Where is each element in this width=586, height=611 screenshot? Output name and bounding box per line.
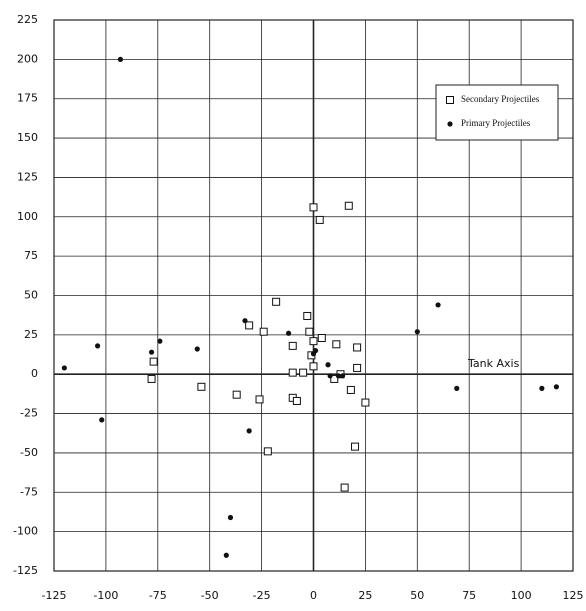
point <box>117 56 124 62</box>
point <box>539 385 545 391</box>
point <box>346 385 355 394</box>
point <box>309 337 318 346</box>
point <box>309 362 318 371</box>
point <box>194 346 200 352</box>
point <box>344 201 353 210</box>
point <box>246 428 252 434</box>
point <box>361 398 370 407</box>
point <box>325 362 331 368</box>
y-tick-label: -75 <box>20 485 38 498</box>
point <box>259 327 268 336</box>
point <box>272 297 281 306</box>
point <box>414 329 420 335</box>
x-tick-label: 25 <box>358 589 372 602</box>
point <box>157 338 163 344</box>
point <box>309 203 318 212</box>
point <box>335 373 342 379</box>
point <box>223 552 229 558</box>
y-tick-label: -25 <box>20 407 38 420</box>
legend-marker <box>447 121 453 127</box>
point <box>292 396 301 405</box>
point <box>232 390 241 399</box>
point <box>353 343 362 352</box>
point <box>353 363 362 372</box>
point <box>227 514 234 521</box>
x-tick-label: 50 <box>410 589 424 602</box>
point <box>454 385 460 391</box>
point <box>288 368 297 377</box>
point <box>330 374 339 383</box>
legend-label: Secondary Projectiles <box>461 94 540 104</box>
x-tick-label: -50 <box>201 589 219 602</box>
point <box>317 334 326 343</box>
legend-label: Primary Projectiles <box>461 118 531 128</box>
legend-box <box>435 84 559 141</box>
point <box>288 341 297 350</box>
y-tick-label: 225 <box>17 13 38 26</box>
point <box>242 318 248 324</box>
x-tick-label: 0 <box>310 589 317 602</box>
point <box>339 373 346 379</box>
y-tick-label: -125 <box>13 564 38 577</box>
point <box>263 447 272 456</box>
legend-marker <box>446 96 454 104</box>
annotation: Tank Axis <box>467 357 520 370</box>
x-tick-label: 125 <box>563 589 584 602</box>
point <box>148 349 155 355</box>
point <box>351 442 360 451</box>
point <box>340 483 349 492</box>
y-tick-label: 175 <box>17 92 38 105</box>
y-tick-label: 25 <box>24 328 38 341</box>
point <box>94 343 101 349</box>
point <box>312 348 319 354</box>
legend: Secondary Projectiles Primary Projectiles <box>435 84 559 141</box>
point <box>99 417 105 423</box>
y-tick-label: 50 <box>24 289 38 302</box>
x-tick-label: 100 <box>511 589 532 602</box>
x-tick-label: -100 <box>93 589 118 602</box>
x-tick-label: -75 <box>149 589 167 602</box>
x-tick-label: -25 <box>253 589 271 602</box>
point <box>327 373 333 379</box>
y-tick-label: -100 <box>13 525 38 538</box>
y-tick-label: -50 <box>20 446 38 459</box>
point <box>315 215 324 224</box>
point <box>149 357 158 366</box>
point <box>285 330 292 336</box>
point <box>147 374 156 383</box>
y-tick-label: 100 <box>17 210 38 223</box>
x-tick-label: -125 <box>42 589 67 602</box>
point <box>61 365 67 371</box>
point <box>305 327 314 336</box>
y-tick-label: 150 <box>17 131 38 144</box>
x-tick-label: 75 <box>462 589 476 602</box>
point <box>435 302 441 308</box>
y-tick-label: 75 <box>24 249 38 262</box>
point <box>255 395 264 404</box>
point <box>332 340 341 349</box>
point <box>303 311 312 320</box>
point <box>197 382 206 391</box>
point <box>245 321 254 330</box>
y-tick-label: 200 <box>17 52 38 65</box>
point <box>299 368 308 377</box>
point <box>553 384 559 390</box>
y-tick-label: 125 <box>17 170 38 183</box>
y-tick-label: 0 <box>31 367 38 380</box>
